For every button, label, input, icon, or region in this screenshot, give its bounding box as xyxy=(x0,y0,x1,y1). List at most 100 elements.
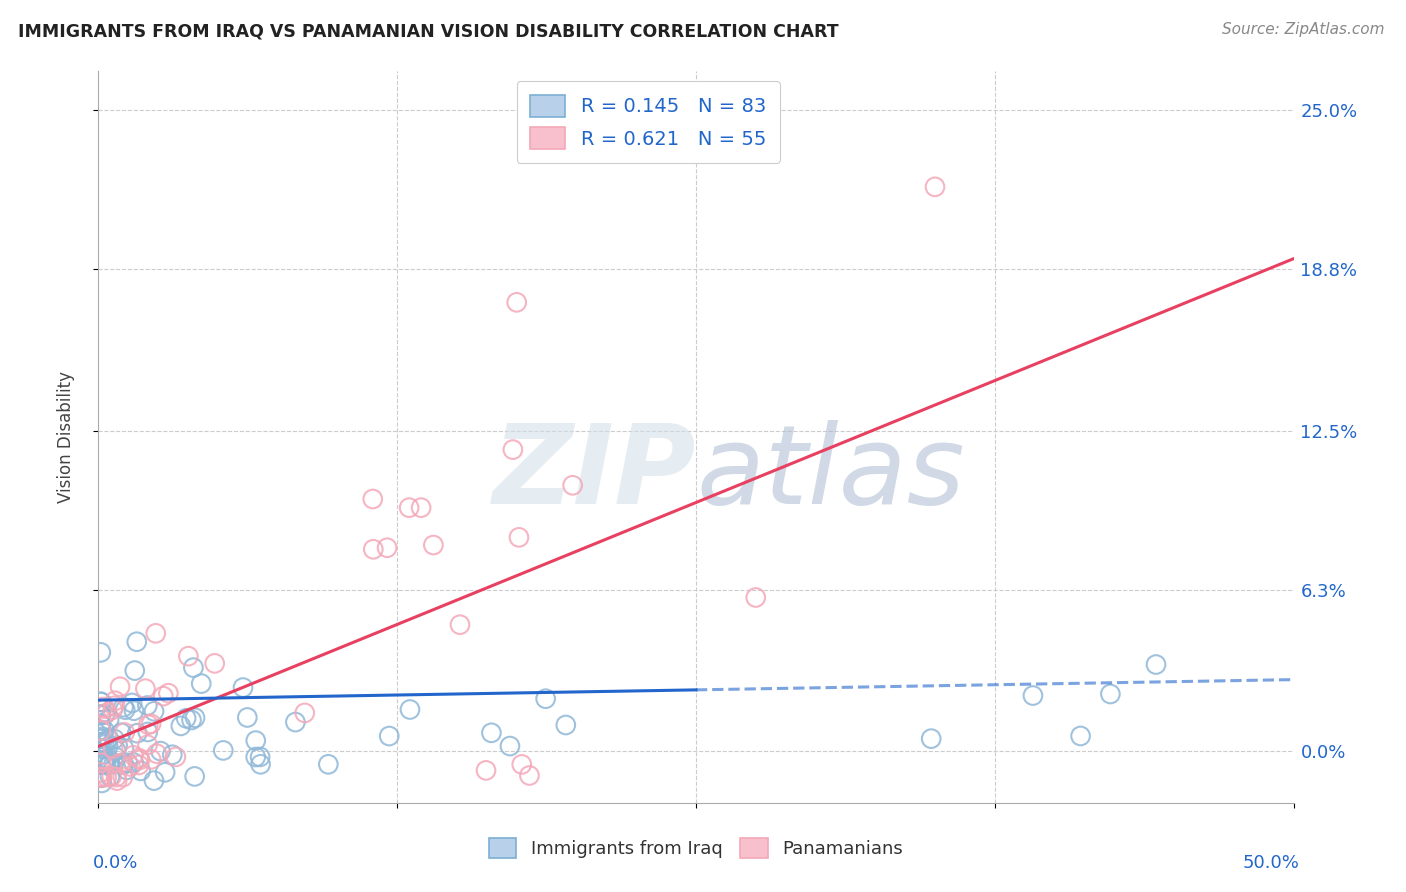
Point xyxy=(398,500,420,515)
Point xyxy=(104,750,127,764)
Point xyxy=(249,750,271,764)
Point xyxy=(90,770,112,784)
Point xyxy=(103,698,125,713)
Point xyxy=(177,649,200,664)
Point xyxy=(162,747,184,762)
Point xyxy=(97,731,120,746)
Point xyxy=(190,676,212,690)
Point xyxy=(378,729,401,743)
Point xyxy=(363,542,385,557)
Point xyxy=(91,742,114,756)
Point xyxy=(111,757,134,772)
Point xyxy=(125,634,148,648)
Point xyxy=(145,747,167,761)
Point xyxy=(96,706,118,720)
Point xyxy=(93,738,115,752)
Point xyxy=(502,442,524,457)
Point xyxy=(153,765,176,780)
Text: ZIP: ZIP xyxy=(492,420,696,527)
Point xyxy=(90,695,112,709)
Point xyxy=(136,738,159,752)
Point xyxy=(117,756,139,770)
Point xyxy=(93,707,115,722)
Point xyxy=(124,664,146,678)
Point xyxy=(98,713,121,727)
Point xyxy=(103,741,125,756)
Point xyxy=(924,179,946,194)
Point xyxy=(180,713,202,727)
Point xyxy=(108,680,131,694)
Point xyxy=(422,538,444,552)
Point xyxy=(90,645,112,659)
Point xyxy=(90,735,112,749)
Point xyxy=(129,753,152,767)
Point xyxy=(136,717,159,731)
Point xyxy=(122,748,145,763)
Point xyxy=(98,757,121,772)
Point xyxy=(128,751,150,765)
Point xyxy=(94,757,117,772)
Text: Source: ZipAtlas.com: Source: ZipAtlas.com xyxy=(1222,22,1385,37)
Point xyxy=(236,710,259,724)
Point xyxy=(90,708,112,723)
Y-axis label: Vision Disability: Vision Disability xyxy=(56,371,75,503)
Point xyxy=(108,756,131,771)
Point xyxy=(136,698,159,713)
Point xyxy=(93,754,115,768)
Point xyxy=(104,694,127,708)
Point xyxy=(249,757,271,772)
Point xyxy=(145,626,167,640)
Point xyxy=(120,759,142,773)
Point xyxy=(122,704,145,718)
Point xyxy=(534,691,557,706)
Point xyxy=(121,696,143,710)
Text: 50.0%: 50.0% xyxy=(1243,854,1299,872)
Point xyxy=(90,723,112,738)
Point xyxy=(127,726,149,740)
Point xyxy=(232,681,254,695)
Point xyxy=(110,725,132,739)
Point xyxy=(745,591,768,605)
Point xyxy=(90,717,112,731)
Point xyxy=(97,757,120,772)
Point xyxy=(103,732,125,747)
Point xyxy=(90,765,112,780)
Point xyxy=(519,768,541,782)
Point xyxy=(170,719,193,733)
Point xyxy=(90,730,112,744)
Point xyxy=(152,689,174,703)
Point xyxy=(920,731,942,746)
Point xyxy=(481,726,503,740)
Point xyxy=(98,757,121,772)
Point xyxy=(143,704,166,718)
Point xyxy=(90,695,112,709)
Point xyxy=(90,716,112,731)
Point xyxy=(165,750,187,764)
Point xyxy=(554,718,576,732)
Point xyxy=(1099,687,1122,701)
Point xyxy=(204,657,226,671)
Point xyxy=(101,703,124,717)
Point xyxy=(510,757,533,772)
Point xyxy=(245,733,267,747)
Point xyxy=(508,530,530,544)
Point xyxy=(183,660,205,674)
Point xyxy=(184,711,207,725)
Point xyxy=(128,758,150,772)
Point xyxy=(375,541,398,555)
Point xyxy=(98,770,121,784)
Point xyxy=(107,739,129,753)
Point xyxy=(411,500,433,515)
Point xyxy=(399,702,422,716)
Point xyxy=(111,770,134,784)
Point xyxy=(318,757,340,772)
Point xyxy=(90,731,112,746)
Point xyxy=(149,744,172,758)
Point xyxy=(90,776,112,790)
Point xyxy=(115,763,138,777)
Point xyxy=(97,739,120,754)
Point xyxy=(129,764,152,778)
Point xyxy=(93,723,115,738)
Point xyxy=(114,703,136,717)
Point xyxy=(90,756,112,770)
